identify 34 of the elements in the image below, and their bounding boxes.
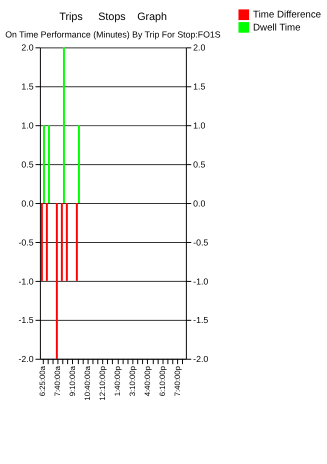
y-tick-label: -0.5: [18, 237, 34, 248]
y-tick-label: -1.5: [18, 315, 34, 326]
text: Stops: [98, 11, 126, 24]
y2-tick-label: 1.5: [193, 82, 206, 92]
y2-tick-label: -2.0: [193, 354, 208, 364]
y2-tick-label: -0.5: [193, 237, 208, 248]
y2-tick-label: 0.5: [193, 160, 206, 170]
x-tick-label: 9:10:00a: [68, 365, 77, 396]
y-tick-label: -2.0: [18, 354, 34, 364]
legend-label: Dwell Time: [253, 22, 301, 34]
y-tick-label: 0.5: [21, 160, 34, 170]
x-tick-label: 10:40:00a: [82, 365, 92, 401]
legend-label: Time Difference: [253, 10, 322, 21]
y2-tick-label: -1.5: [193, 315, 208, 326]
y2-tick-label: 0.0: [193, 198, 206, 208]
y-tick-label: -1.0: [18, 276, 34, 286]
y2-tick-label: -1.0: [193, 276, 208, 286]
x-tick-label: 3:10:00p: [128, 366, 137, 396]
chart-title: On Time Performance (Minutes) By Trip For Stop:FO1S: [5, 30, 221, 40]
text: Trips: [59, 11, 83, 24]
x-tick-label: 4:40:00p: [142, 366, 152, 396]
text: Graph: [137, 11, 167, 24]
x-tick-label: 7:40:00p: [172, 366, 182, 396]
y-tick-label: 1.5: [21, 82, 34, 92]
y2-tick-label: 2.0: [193, 42, 206, 53]
x-tick-label: 1:40:00p: [112, 366, 122, 396]
x-tick-label: 12:10:00p: [98, 366, 107, 401]
y-tick-label: 1.0: [21, 120, 34, 131]
x-tick-label: 6:10:00p: [158, 366, 167, 396]
x-tick-label: 7:40:00a: [52, 365, 62, 396]
y2-tick-label: 1.0: [193, 120, 206, 131]
y-tick-label: 2.0: [21, 42, 34, 53]
x-tick-label: 6:25:00a: [38, 365, 47, 396]
y-tick-label: 0.0: [21, 198, 34, 208]
